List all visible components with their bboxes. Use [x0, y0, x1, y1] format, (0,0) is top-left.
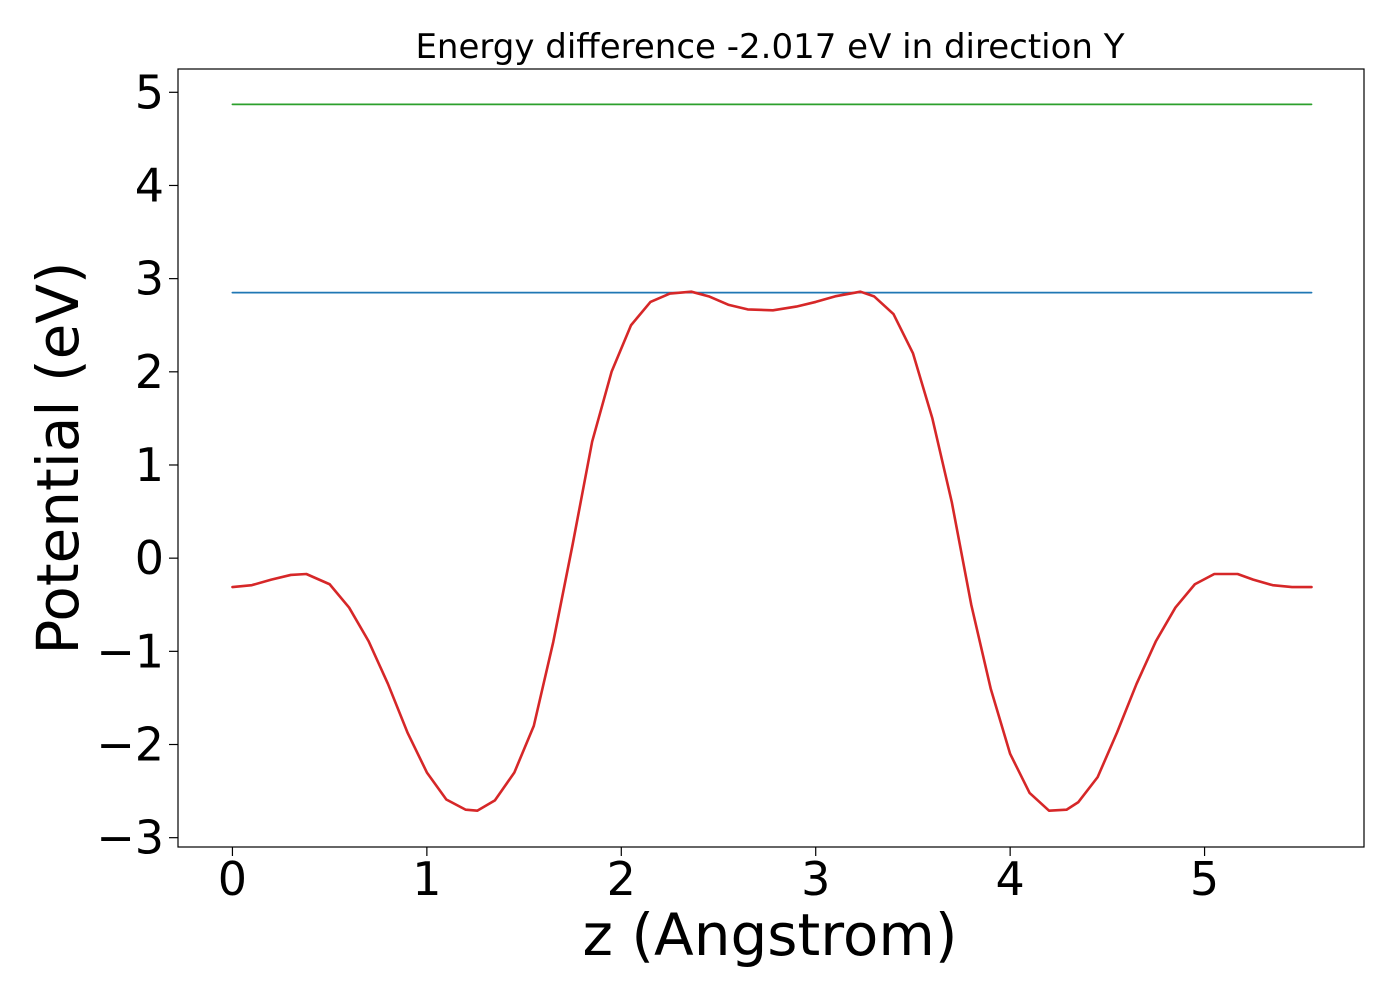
x-tick-label: 0 [218, 852, 247, 906]
y-tick-label: 5 [135, 65, 164, 119]
y-tick-label: 0 [135, 531, 164, 585]
x-axis-label: z (Angstrom) [583, 901, 958, 969]
y-tick-label: −2 [96, 718, 164, 772]
y-axis-ticks: −3 −2 −1 0 1 2 3 4 5 [96, 65, 178, 865]
y-tick-label: 1 [135, 438, 164, 492]
x-axis-ticks: 0 1 2 3 4 5 [218, 847, 1219, 906]
x-tick-label: 1 [412, 852, 441, 906]
x-tick-label: 5 [1190, 852, 1219, 906]
x-tick-label: 4 [996, 852, 1025, 906]
y-tick-label: 3 [135, 252, 164, 306]
y-tick-label: 2 [135, 345, 164, 399]
x-tick-label: 3 [801, 852, 830, 906]
y-tick-label: −1 [96, 624, 164, 678]
plot-frame [177, 68, 1365, 848]
y-axis-label: Potential (eV) [24, 261, 92, 654]
series-layer [231, 103, 1313, 812]
y-tick-label: 4 [135, 158, 164, 212]
series-line-2 [231, 290, 1313, 812]
x-tick-label: 2 [607, 852, 636, 906]
y-tick-label: −3 [96, 811, 164, 865]
chart-title: Energy difference -2.017 eV in direction… [415, 27, 1124, 67]
